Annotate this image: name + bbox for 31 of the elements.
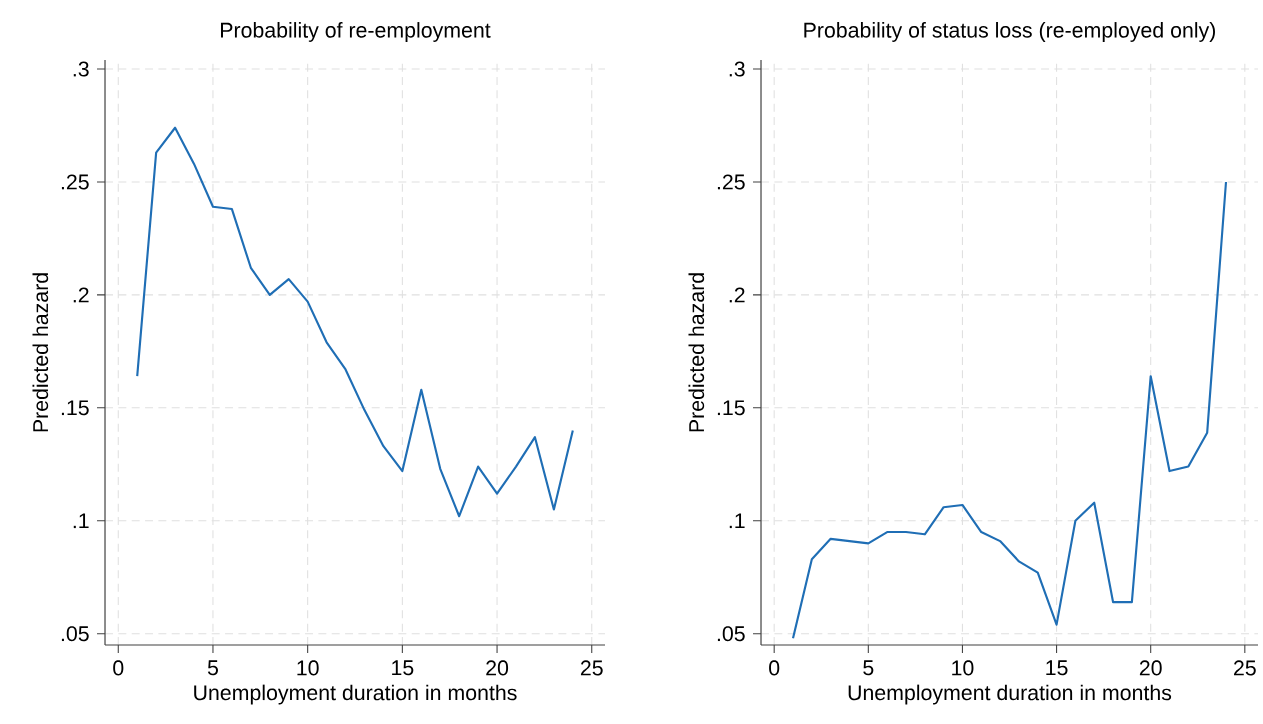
y-axis-title: Predicted hazard (32, 273, 49, 432)
x-tick-label: 5 (207, 660, 218, 676)
x-tick-label: 15 (1046, 660, 1068, 676)
x-axis-title: Unemployment duration in months (848, 684, 1172, 705)
chart-title: Probability of status loss (re-employed only) (804, 22, 1215, 42)
y-tick-label: .05 (61, 626, 89, 642)
y-tick-label: .15 (717, 400, 745, 416)
y-axis-title: Predicted hazard (688, 273, 705, 432)
y-tick-label: .2 (73, 287, 89, 303)
x-tick-label: 25 (1234, 660, 1256, 676)
y-tick-label: .25 (717, 174, 745, 190)
y-tick-label: .25 (61, 174, 89, 190)
x-tick-label: 20 (486, 660, 509, 676)
y-tick-label: .2 (729, 287, 745, 303)
x-tick-label: 0 (769, 660, 780, 676)
x-axis-title: Unemployment duration in months (194, 684, 517, 705)
x-tick-label: 10 (952, 660, 974, 676)
y-tick-label: .15 (61, 400, 89, 416)
line-series (136, 126, 574, 518)
x-tick-label: 20 (1139, 660, 1162, 676)
y-tick-label: .1 (73, 513, 89, 529)
x-tick-label: 5 (863, 660, 874, 676)
x-tick-label: 0 (113, 660, 124, 676)
y-tick-label: .3 (73, 61, 89, 77)
y-tick-label: .3 (729, 61, 745, 77)
chart-title: Probability of re-employment (221, 22, 491, 42)
x-tick-label: 15 (392, 660, 414, 676)
x-tick-label: 25 (580, 660, 603, 676)
y-tick-label: .05 (717, 626, 745, 642)
y-tick-label: .1 (729, 513, 745, 529)
x-tick-label: 10 (297, 660, 319, 676)
